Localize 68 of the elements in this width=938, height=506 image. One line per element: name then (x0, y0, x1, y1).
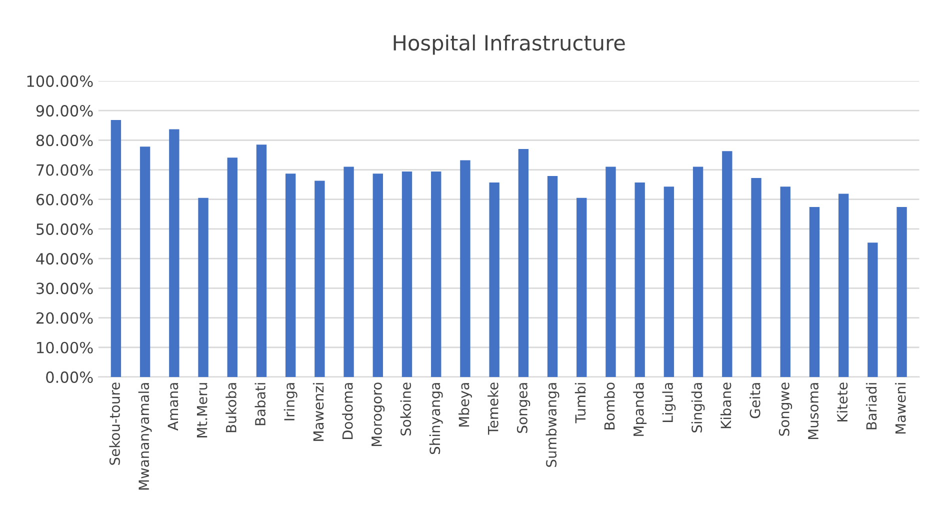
x-tick-label: Kibane (720, 382, 732, 428)
x-tick-label: Tumbi (574, 383, 586, 424)
x-tick-label: Maweni (895, 383, 906, 434)
bar (372, 174, 383, 377)
bar (227, 158, 238, 377)
bar (606, 166, 616, 377)
x-tick-label: Mawenzi (312, 383, 324, 441)
bar (634, 182, 645, 377)
y-tick-label: 0.00% (46, 371, 93, 383)
x-tick-label: Musoma (808, 383, 818, 440)
bar (489, 182, 500, 377)
x-tick-label: Iringa (284, 383, 298, 420)
x-tick-label: Sekou-toure (109, 382, 120, 465)
y-tick-label: 40.00% (36, 253, 93, 265)
y-tick-label: 60.00% (36, 194, 93, 206)
x-tick-label: Mpanda (633, 383, 647, 436)
x-tick-label: Mwananyamala (138, 383, 152, 490)
y-tick-label: 70.00% (36, 164, 93, 176)
bar (256, 144, 267, 377)
bar (431, 172, 442, 377)
bar (140, 146, 150, 377)
chart-title: Hospital Infrastructure (394, 34, 625, 55)
x-tick-label: Bukoba (226, 383, 236, 432)
bar (169, 129, 180, 377)
bar (868, 242, 878, 377)
x-tick-label: Sokoine (400, 382, 412, 436)
x-tick-label: Amana (168, 383, 178, 431)
x-tick-label: Singida (691, 383, 705, 432)
bar (722, 151, 732, 377)
bar (110, 120, 122, 377)
x-tick-label: Geita (750, 383, 760, 418)
x-tick-label: Ligula (662, 383, 676, 422)
x-tick-label: Dodoma (342, 383, 353, 440)
x-tick-label: Bariadi (866, 383, 877, 430)
bar (460, 160, 470, 377)
y-tick-label: 90.00% (36, 105, 93, 117)
y-tick-label: 80.00% (36, 134, 93, 146)
y-tick-label: 50.00% (36, 223, 93, 235)
bar (692, 166, 704, 377)
x-tick-label: Babati (254, 383, 266, 426)
bar (896, 207, 907, 377)
x-tick-label: Temeke (488, 382, 498, 435)
x-tick-label: Mt.Meru (196, 383, 208, 438)
x-tick-label: Songwe (778, 382, 792, 436)
bar (344, 166, 354, 377)
bar (518, 149, 529, 377)
x-tick-label: Kitete (836, 382, 848, 422)
x-tick-label: Mbeya (458, 383, 472, 427)
bar (198, 198, 208, 377)
x-tick-label: Morogoro (372, 382, 385, 446)
y-tick-label: 20.00% (36, 312, 93, 324)
x-tick-label: Songea (516, 383, 530, 433)
bar (751, 178, 762, 377)
bar (314, 180, 325, 377)
y-tick-label: 100.00% (27, 75, 93, 87)
x-tick-label: Shinyanga (429, 383, 443, 454)
bar (285, 174, 296, 377)
bar (664, 186, 674, 377)
x-tick-label: Sumbwanga (546, 383, 560, 467)
bar (780, 186, 790, 377)
bar (809, 207, 820, 377)
y-tick-label: 30.00% (36, 282, 93, 294)
bar (576, 198, 587, 377)
x-tick-label: Bombo (604, 382, 615, 430)
bar (547, 176, 558, 377)
bar (838, 194, 849, 377)
y-tick-label: 10.00% (37, 342, 93, 354)
bar (402, 172, 412, 377)
